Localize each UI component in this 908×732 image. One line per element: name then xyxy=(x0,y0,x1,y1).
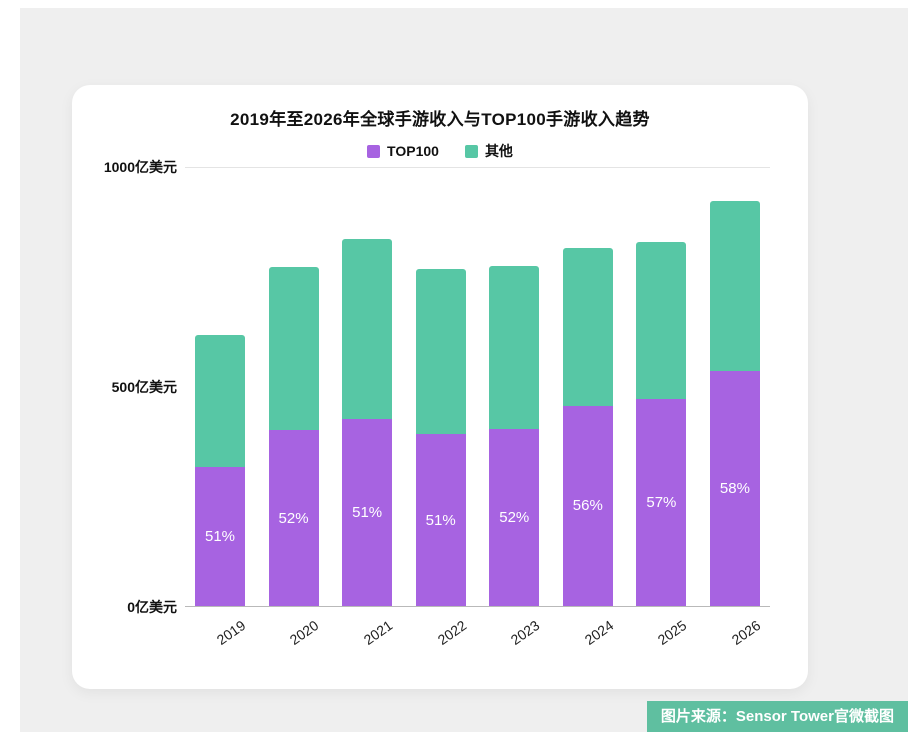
x-tick: 2023 xyxy=(489,611,543,661)
bar-percent-label: 51% xyxy=(425,511,456,529)
x-tick: 2024 xyxy=(563,611,616,661)
bar-percent-label: 57% xyxy=(646,494,677,512)
plot-area: 51% 52% 51% 51% 52% 56% 57% 58% xyxy=(185,167,770,607)
x-tick: 2025 xyxy=(636,611,690,661)
bar-2019: 51% xyxy=(195,335,245,606)
bar-2022: 51% xyxy=(415,269,466,606)
bar-percent-label: 56% xyxy=(572,497,603,515)
bar-segment-other xyxy=(636,242,687,400)
y-tick-label: 500亿美元 xyxy=(111,379,177,395)
legend-label: TOP100 xyxy=(387,143,439,159)
bar-percent-label: 58% xyxy=(719,480,750,498)
bar-segment-top100: 58% xyxy=(709,371,760,606)
x-tick-label: 2022 xyxy=(434,617,469,648)
bar-segment-top100: 52% xyxy=(489,429,540,606)
chart-legend: TOP100 其他 xyxy=(72,141,808,161)
x-tick: 2026 xyxy=(710,611,764,661)
bar-percent-label: 52% xyxy=(499,509,530,527)
x-tick-label: 2020 xyxy=(287,617,322,648)
chart-card: 2019年至2026年全球手游收入与TOP100手游收入趋势 TOP100 其他 … xyxy=(72,85,808,689)
x-tick-label: 2021 xyxy=(360,617,396,648)
legend-swatch-icon xyxy=(367,144,381,158)
chart-title: 2019年至2026年全球手游收入与TOP100手游收入趋势 xyxy=(230,110,650,129)
x-tick-label: 2025 xyxy=(654,617,690,648)
x-tick: 2020 xyxy=(269,611,322,661)
x-tick-label: 2026 xyxy=(728,617,764,648)
bar-percent-label: 51% xyxy=(352,504,383,521)
bar-segment-other xyxy=(562,248,613,406)
bar-segment-other xyxy=(195,335,245,468)
bar-segment-top100: 52% xyxy=(268,430,319,606)
bar-2020: 52% xyxy=(268,267,319,606)
bar-2021: 51% xyxy=(342,238,393,606)
bar-segment-other xyxy=(342,238,393,419)
bar-2024: 56% xyxy=(562,248,613,606)
left-margin-strip xyxy=(0,0,20,732)
bar-segment-top100: 51% xyxy=(342,419,393,606)
bar-segment-other xyxy=(415,269,466,435)
y-tick-label: 0亿美元 xyxy=(127,599,177,615)
bar-segment-top100: 51% xyxy=(415,434,466,606)
legend-swatch-icon xyxy=(464,144,478,158)
bar-segment-top100: 57% xyxy=(636,399,687,606)
bar-segment-top100: 56% xyxy=(562,405,613,606)
x-tick-label: 2024 xyxy=(581,617,616,648)
bar-2023: 52% xyxy=(489,265,540,606)
bar-segment-other xyxy=(709,201,760,372)
y-axis-labels: 1000亿美元 500亿美元 0亿美元 xyxy=(72,159,177,615)
x-axis-labels: 2019 2020 2021 2022 2023 2024 2025 2026 xyxy=(185,611,770,661)
x-tick-label: 2023 xyxy=(507,617,543,648)
x-tick-label: 2019 xyxy=(213,617,249,648)
bar-2025: 57% xyxy=(636,242,687,606)
source-caption: 图片来源：Sensor Tower官微截图 xyxy=(646,701,908,732)
bar-segment-other xyxy=(268,267,319,430)
legend-item: 其他 xyxy=(464,141,513,161)
bar-segment-top100: 51% xyxy=(195,467,245,606)
x-tick: 2019 xyxy=(195,611,249,661)
bars-container: 51% 52% 51% 51% 52% 56% 57% 58% xyxy=(185,168,770,606)
legend-label: 其他 xyxy=(484,143,513,159)
bar-2026: 58% xyxy=(709,201,760,606)
top-margin-strip xyxy=(0,0,908,8)
bar-percent-label: 52% xyxy=(278,509,309,527)
x-tick: 2022 xyxy=(416,611,469,661)
y-tick-label: 1000亿美元 xyxy=(103,159,177,175)
bar-percent-label: 51% xyxy=(204,528,236,546)
bar-segment-other xyxy=(489,265,540,430)
x-tick: 2021 xyxy=(342,611,396,661)
legend-item: TOP100 xyxy=(367,143,439,159)
